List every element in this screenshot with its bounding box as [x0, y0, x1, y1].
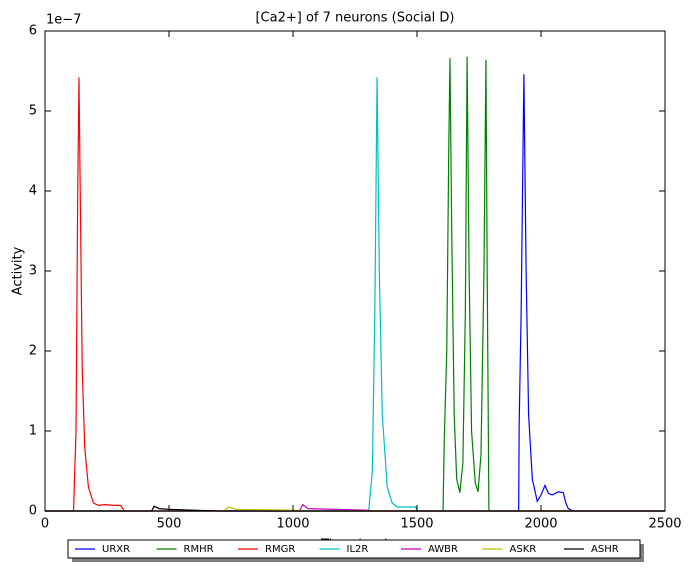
y-tick-label: 1 — [29, 424, 37, 439]
y-tick-label: 3 — [29, 264, 37, 279]
legend-box — [67, 539, 641, 559]
plot-frame — [44, 30, 666, 512]
x-tick-label: 1500 — [400, 517, 433, 532]
x-tick-label: 2000 — [524, 517, 557, 532]
offset-label: 1e−7 — [46, 13, 81, 28]
x-tick-label: 0 — [41, 517, 49, 532]
series-line — [45, 77, 665, 512]
legend-label: IL2R — [347, 544, 369, 555]
x-tick-label: 2500 — [648, 517, 681, 532]
legend: URXR RMHR RMGR IL2R AWBR ASKR ASHR — [67, 539, 644, 562]
y-tick-label: 0 — [29, 504, 37, 519]
legend-label: ASKR — [510, 544, 537, 555]
y-tick-label: 4 — [29, 184, 37, 199]
chart-title: [Ca2+] of 7 neurons (Social D) — [255, 11, 454, 26]
y-tick-label: 5 — [29, 104, 37, 119]
x-tick-label: 1000 — [276, 517, 309, 532]
y-tick-label: 2 — [29, 344, 37, 359]
y-tick-label: 6 — [29, 24, 37, 39]
x-tick-label: 500 — [157, 517, 182, 532]
legend-label: URXR — [102, 544, 130, 555]
series-line — [45, 56, 665, 512]
legend-label: RMGR — [265, 544, 295, 555]
legend-label: ASHR — [591, 544, 619, 555]
series-line — [45, 74, 665, 512]
series-line — [45, 77, 665, 512]
legend-label: AWBR — [428, 544, 458, 555]
legend-label: RMHR — [184, 544, 214, 555]
y-axis-label: Activity — [11, 246, 26, 295]
